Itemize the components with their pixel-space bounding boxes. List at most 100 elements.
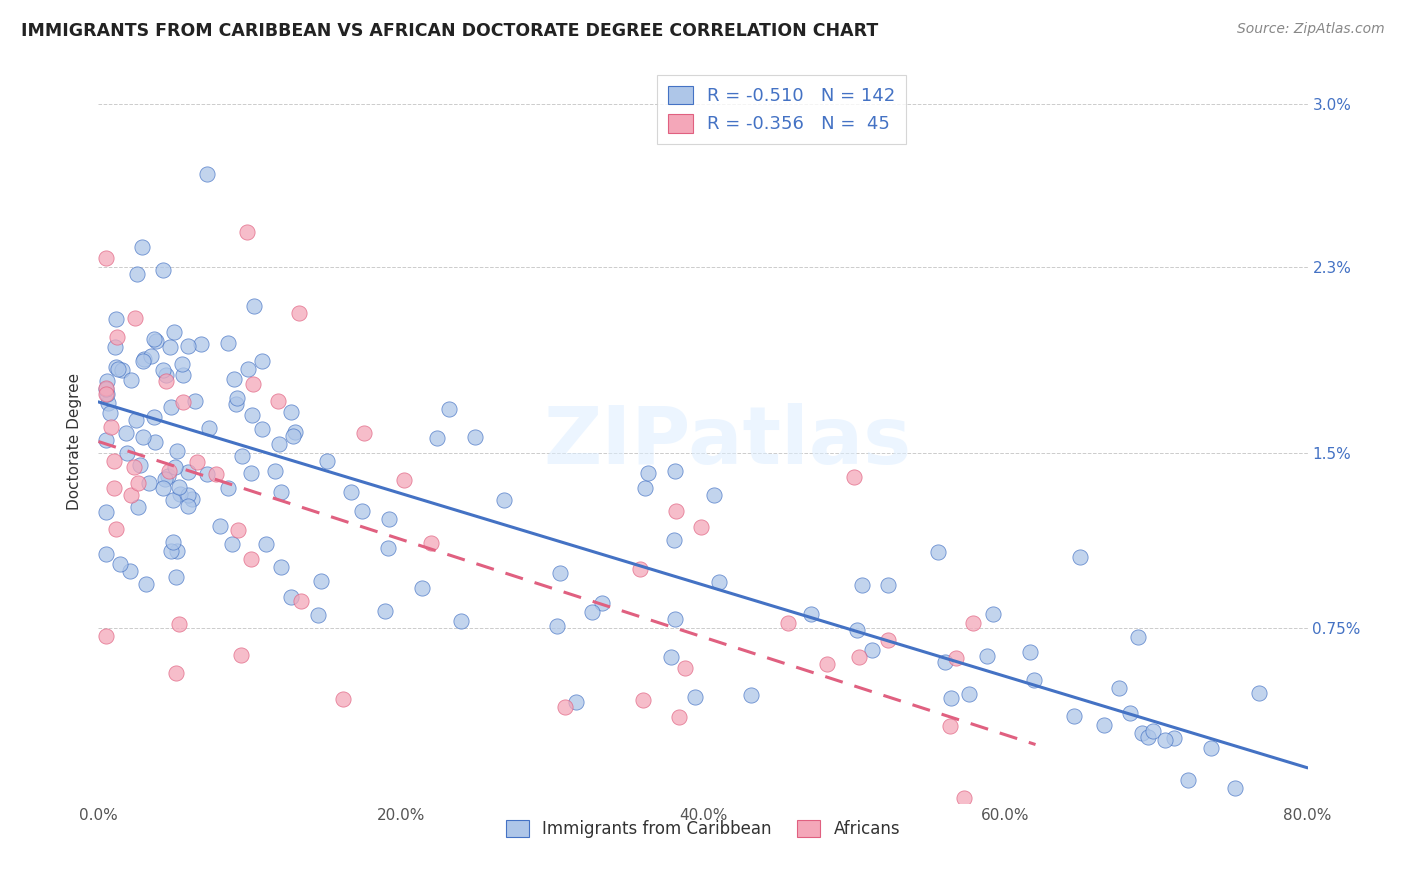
Point (160, 544, 183, 558)
Point (1142, 724, 1164, 739)
Legend: Immigrants from Caribbean, Africans: Immigrants from Caribbean, Africans (499, 814, 907, 845)
Point (664, 612, 686, 626)
Point (548, 566, 571, 581)
Point (332, 691, 354, 706)
Point (198, 421, 221, 435)
Point (662, 533, 685, 548)
Point (104, 359, 127, 374)
Point (128, 458, 150, 472)
Point (1177, 772, 1199, 787)
Point (634, 481, 657, 495)
Point (665, 504, 688, 518)
Point (107, 362, 129, 376)
Point (105, 312, 128, 326)
Point (1126, 630, 1149, 644)
Point (142, 410, 165, 425)
Point (143, 332, 166, 346)
Point (270, 485, 292, 500)
Point (131, 239, 153, 253)
Point (254, 537, 277, 551)
Point (690, 520, 713, 534)
Point (152, 262, 174, 277)
Point (103, 481, 125, 495)
Point (235, 225, 257, 239)
Point (1136, 731, 1159, 745)
Point (934, 655, 956, 669)
Point (659, 649, 682, 664)
Point (195, 167, 218, 181)
Point (927, 545, 949, 559)
Point (217, 335, 239, 350)
Point (98, 406, 121, 420)
Point (226, 523, 249, 537)
Text: Source: ZipAtlas.com: Source: ZipAtlas.com (1237, 22, 1385, 37)
Point (450, 614, 472, 628)
Point (177, 466, 200, 480)
Point (270, 559, 292, 574)
Point (117, 446, 139, 460)
Point (110, 558, 132, 572)
Point (845, 623, 868, 637)
Point (153, 472, 176, 486)
Point (240, 552, 263, 566)
Point (177, 499, 200, 513)
Point (94, 434, 117, 448)
Point (96, 374, 118, 388)
Point (157, 469, 180, 483)
Point (377, 541, 399, 555)
Point (125, 412, 148, 426)
Point (138, 476, 160, 491)
Point (132, 354, 155, 368)
Point (155, 368, 177, 382)
Point (122, 460, 145, 475)
Point (554, 699, 576, 714)
Point (945, 651, 967, 665)
Point (120, 488, 142, 502)
Point (426, 431, 449, 445)
Point (1063, 708, 1085, 723)
Point (280, 405, 302, 419)
Point (1130, 726, 1153, 740)
Point (957, 687, 980, 701)
Point (162, 535, 184, 549)
Point (250, 422, 273, 436)
Point (166, 544, 188, 558)
Point (226, 391, 249, 405)
Point (104, 340, 127, 354)
Point (172, 368, 194, 383)
Point (120, 564, 142, 578)
Point (1092, 717, 1115, 731)
Point (143, 434, 166, 449)
Point (242, 376, 264, 391)
Point (172, 357, 194, 371)
Point (159, 340, 181, 354)
Point (152, 362, 174, 376)
Point (96, 387, 118, 401)
Point (94, 251, 117, 265)
Point (160, 400, 183, 414)
Point (1069, 549, 1091, 564)
Point (103, 454, 125, 468)
Point (139, 349, 162, 363)
Point (155, 374, 177, 388)
Point (374, 604, 396, 618)
Point (267, 437, 290, 451)
Point (97, 396, 120, 410)
Point (162, 493, 184, 508)
Point (420, 535, 443, 549)
Point (283, 429, 305, 443)
Point (100, 419, 122, 434)
Point (224, 372, 246, 386)
Point (981, 607, 1004, 621)
Point (740, 688, 762, 702)
Point (132, 351, 155, 366)
Point (953, 791, 976, 805)
Point (309, 574, 332, 588)
Point (217, 481, 239, 495)
Point (177, 488, 200, 502)
Point (132, 429, 155, 443)
Point (848, 650, 870, 665)
Point (94, 505, 117, 519)
Point (352, 504, 374, 518)
Point (683, 690, 706, 704)
